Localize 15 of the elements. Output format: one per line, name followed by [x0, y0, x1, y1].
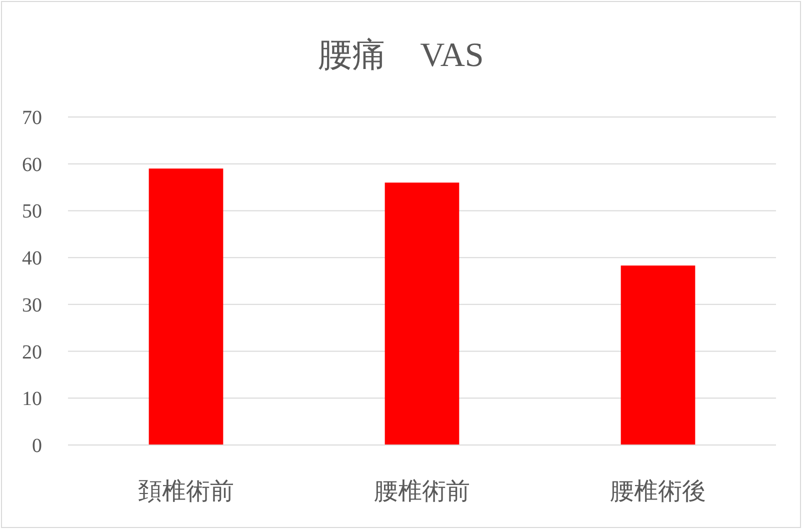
y-tick-label: 40: [22, 248, 42, 270]
bar: [384, 182, 460, 445]
chart-title: 腰痛 VAS: [318, 37, 484, 74]
bar: [620, 266, 696, 445]
y-tick-label: 10: [22, 388, 42, 410]
y-tick-label: 70: [22, 107, 42, 129]
y-tick-label: 20: [22, 341, 42, 364]
x-tick-label: 腰椎術後: [610, 478, 706, 505]
y-tick-label: 30: [22, 294, 42, 316]
x-tick-label: 頚椎術前: [138, 478, 234, 505]
bar: [148, 168, 224, 445]
y-tick-label: 60: [22, 154, 42, 176]
y-tick-label: 0: [32, 435, 42, 457]
x-tick-label: 腰椎術前: [374, 478, 470, 505]
y-tick-label: 50: [22, 200, 42, 223]
